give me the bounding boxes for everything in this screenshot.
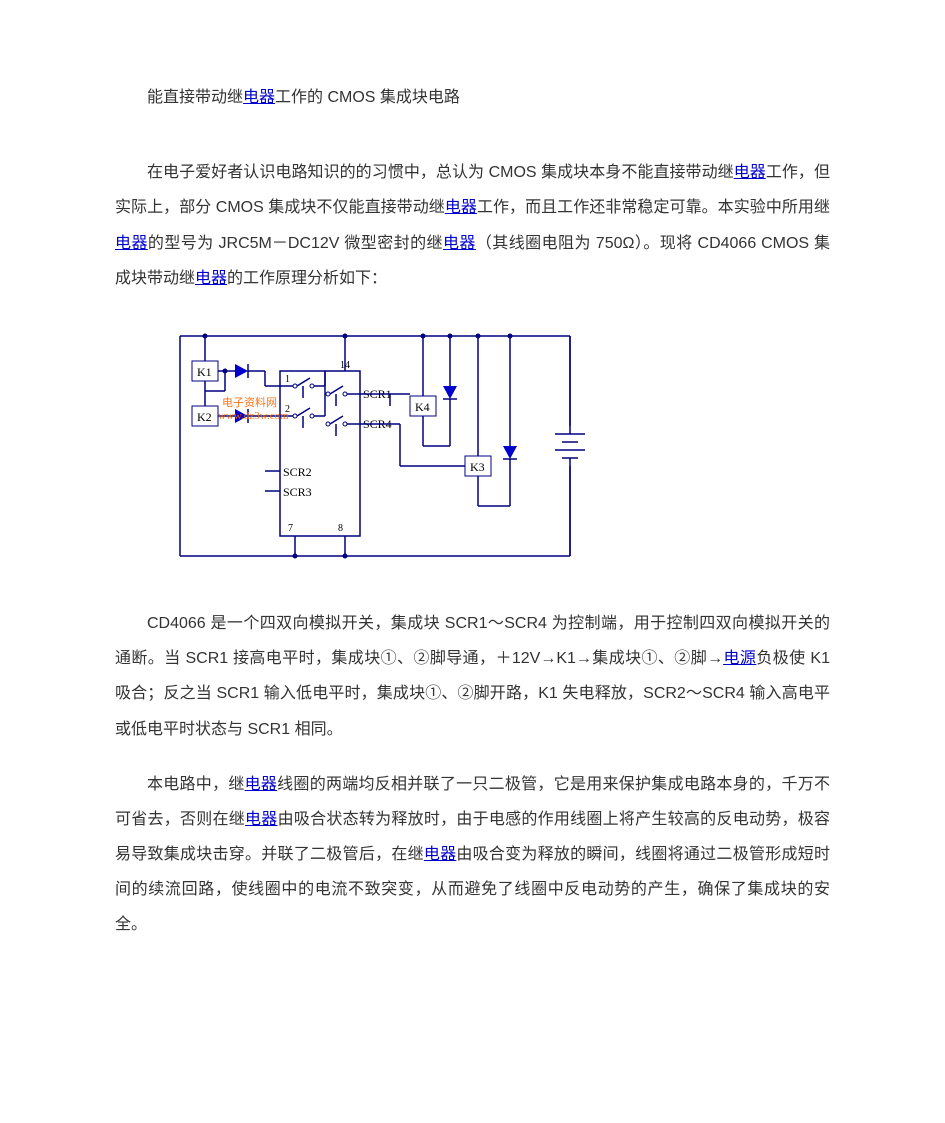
p3-text1: 本电路中，继 [147,776,245,793]
pin7-label: 7 [288,523,293,534]
paragraph-3: 本电路中，继电器线圈的两端均反相并联了一只二极管，它是用来保护集成电路本身的，千… [115,767,830,943]
p1-link5[interactable]: 电器 [195,270,227,287]
watermark-text: 电子资料网 [222,395,277,409]
paragraph-2: CD4066 是一个四双向模拟开关，集成块 SCR1～SCR4 为控制端，用于控… [115,606,830,747]
p1-text3: 工作，而且工作还非常稳定可靠。本实验中所用继 [477,199,830,216]
scr3-label: SCR3 [283,485,312,499]
pin1-label: 1 [285,374,290,385]
p1-link4[interactable]: 电器 [443,235,476,252]
k1-label: K1 [197,365,212,379]
pin8-label: 8 [338,523,343,534]
scr2-label: SCR2 [283,465,312,479]
title-suffix: 工作的 CMOS 集成块电路 [275,89,460,106]
circuit-svg: 1 2 14 7 8 SCR1 SCR4 SCR2 SCR3 K1 [160,316,590,576]
p1-text4: 的型号为 JRC5M－DC12V 微型密封的继 [148,235,443,252]
p1-link2[interactable]: 电器 [445,199,477,216]
document-title: 能直接带动继电器工作的 CMOS 集成块电路 [115,80,830,115]
p1-link3[interactable]: 电器 [115,235,148,252]
p2-link1[interactable]: 电源 [723,650,756,667]
p1-text6: 的工作原理分析如下： [227,270,387,287]
p3-link3[interactable]: 电器 [424,846,457,863]
k3-label: K3 [470,460,485,474]
p1-text1: 在电子爱好者认识电路知识的的习惯中，总认为 CMOS 集成块本身不能直接带动继 [147,164,734,181]
p3-link2[interactable]: 电器 [245,811,278,828]
p1-link1[interactable]: 电器 [734,164,766,181]
p3-link1[interactable]: 电器 [245,776,278,793]
circuit-diagram: 1 2 14 7 8 SCR1 SCR4 SCR2 SCR3 K1 [160,316,590,576]
title-prefix: 能直接带动继 [147,89,243,106]
watermark-url: www.dz3w.com [218,410,289,422]
title-link[interactable]: 电器 [243,89,275,106]
k2-label: K2 [197,410,212,424]
k4-label: K4 [415,400,430,414]
paragraph-1: 在电子爱好者认识电路知识的的习惯中，总认为 CMOS 集成块本身不能直接带动继电… [115,155,830,296]
